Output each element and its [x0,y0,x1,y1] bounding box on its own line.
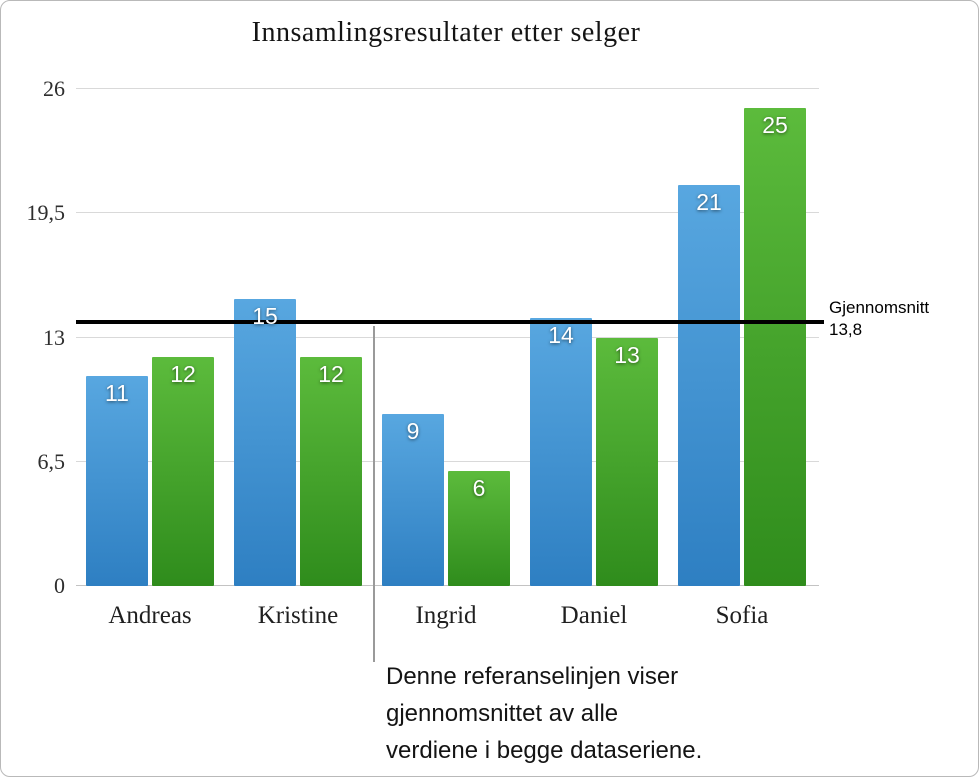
y-axis-tick-label: 6,5 [37,448,66,474]
bar-value-label: 9 [406,417,420,444]
bar-value-label: 11 [105,379,129,406]
x-axis-category-label: Daniel [560,602,628,629]
chart-title: Innsamlingsresultater etter selger [251,17,641,48]
bar-value-label: 14 [548,322,574,349]
bar-ingrid-blue-series: 9 [382,413,444,586]
y-axis-tick-label: 13 [43,324,65,350]
bar-sofia-green-series: 25 [744,108,806,586]
bar-value-label: 25 [762,112,788,139]
y-axis-tick-label: 26 [43,76,65,101]
bar-ingrid-green-series: 6 [448,471,510,586]
callout-line [373,326,375,662]
bar-andreas-green-series: 12 [152,356,214,586]
annotation-line-3: verdiene i begge dataseriene. [386,737,703,764]
bar-value-label: 12 [318,360,344,387]
reference-line [76,320,824,325]
gridline [76,336,819,338]
x-axis-category-label: Andreas [108,602,192,629]
x-axis-category-label: Kristine [257,602,339,629]
bar-kristine-green-series: 12 [300,356,362,586]
bar-value-label: 15 [252,303,278,330]
bar-daniel-green-series: 13 [596,337,658,586]
y-axis-tick-label: 0 [54,573,65,598]
gridline [76,88,819,89]
bar-sofia-blue-series: 21 [678,184,740,586]
bar-value-label: 6 [472,475,486,502]
bar-value-label: 12 [170,360,196,387]
bar-value-label: 13 [614,341,640,368]
gridline [76,460,819,462]
y-axis-tick-label: 19,5 [26,200,66,226]
reference-line-value: 13,8 [829,320,863,339]
reference-line-label-text: Gjennomsnitt [829,298,930,317]
plot-area: 11 12 15 12 9 6 14 13 21 25 [76,88,824,586]
bar-value-label: 21 [696,188,722,215]
x-axis-category-label: Ingrid [415,602,477,629]
annotation-text: Denne referanselinjen viser gjennomsnitt… [386,658,702,769]
gridline [76,212,819,214]
annotation-line-1: Denne referanselinjen viser [386,663,679,690]
annotation-line-2: gjennomsnittet av alle [386,700,619,727]
bar-daniel-blue-series: 14 [530,318,592,586]
bar-andreas-blue-series: 11 [86,375,148,586]
bar-kristine-blue-series: 15 [234,299,296,586]
x-axis-category-label: Sofia [715,602,769,629]
gridline [76,585,819,586]
reference-line-label: Gjennomsnitt 13,8 [829,297,929,341]
